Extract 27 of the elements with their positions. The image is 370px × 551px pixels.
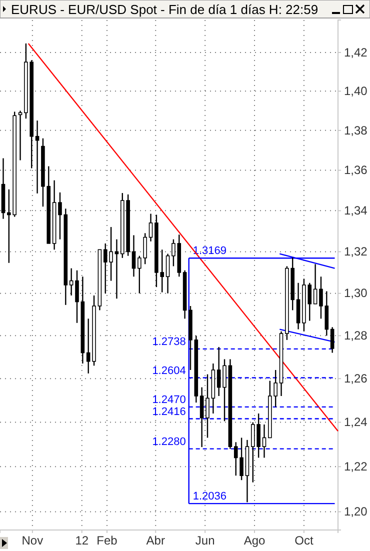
- annotation: 1.2604: [152, 364, 186, 377]
- y-tick-label: 1,30: [344, 286, 368, 300]
- x-tick-label: Jun: [195, 534, 215, 548]
- y-tick-label: 1,34: [344, 204, 368, 218]
- chart-title: EURUS - EUR/USD Spot - Fin de día 1 días H: 22:59: [11, 2, 318, 17]
- x-tick-label: Oct: [294, 534, 314, 548]
- x-tick-label: Feb: [96, 534, 118, 548]
- annotation: 1.3169: [192, 245, 227, 258]
- y-tick-label: 1,20: [344, 504, 368, 519]
- annotation: 1.2416: [152, 406, 186, 418]
- y-tick-label: 1,24: [344, 415, 368, 430]
- x-tick-label: Abr: [146, 534, 165, 548]
- annotation: 1.2280: [152, 436, 186, 448]
- y-tick-label: 1,42: [344, 45, 368, 60]
- annotation: 1.2470: [152, 394, 186, 406]
- y-tick-label: 1,28: [344, 328, 368, 343]
- y-tick-label: 1,22: [344, 459, 368, 474]
- y-tick-label: 1,32: [344, 244, 368, 259]
- x-tick-label: Ago: [244, 534, 266, 548]
- y-tick-label: 1,38: [344, 123, 368, 138]
- x-tick-label: 12: [75, 534, 89, 548]
- annotation: 1.2738: [152, 336, 186, 348]
- x-tick-label: Nov: [22, 534, 44, 548]
- y-tick-label: 1,36: [344, 163, 368, 178]
- y-tick-label: 1,40: [344, 84, 368, 98]
- y-tick-label: 1,26: [344, 371, 368, 386]
- annotation: 1.2036: [192, 490, 227, 503]
